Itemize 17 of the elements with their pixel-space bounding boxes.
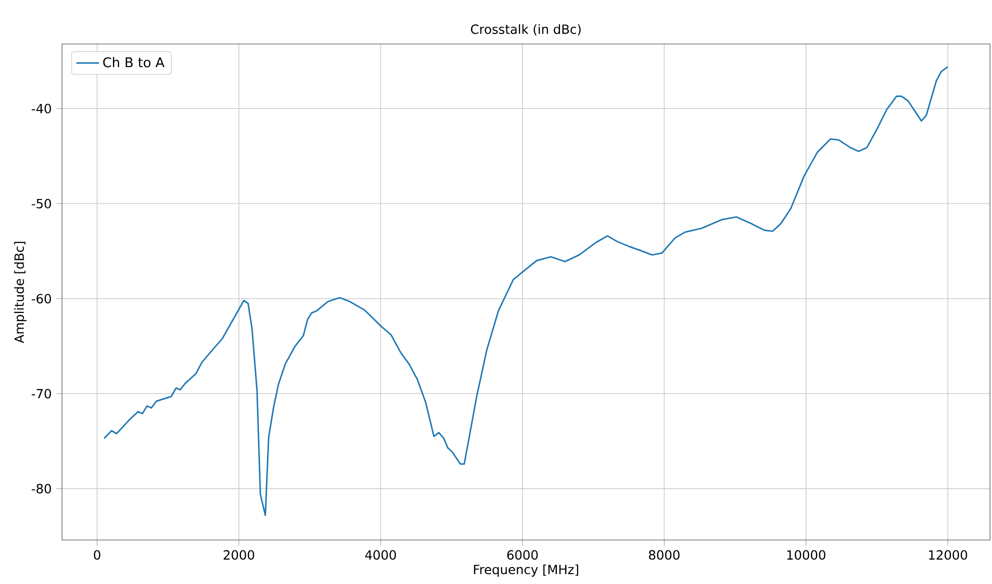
y-axis-title: Amplitude [dBc] (14, 242, 26, 344)
y-tick-label: -50 (32, 198, 51, 208)
x-tick-label: 10000 (787, 550, 826, 560)
y-tick-label: -60 (32, 294, 51, 304)
x-axis-title: Frequency [MHz] (474, 564, 578, 577)
y-tick-label: -40 (32, 104, 51, 114)
x-tick-label: 6000 (507, 550, 538, 560)
x-tick-label: 2000 (224, 550, 254, 560)
line-series (103, 66, 949, 516)
y-tick-label: -70 (32, 388, 51, 398)
chart-title: Crosstalk (in dBc) (470, 24, 581, 36)
legend-label: Ch B to A (103, 57, 164, 68)
x-tick-label: 12000 (929, 550, 968, 560)
y-tick-label: -80 (32, 484, 51, 494)
x-tick-label: 0 (94, 550, 100, 560)
x-tick-label: 8000 (648, 550, 680, 560)
x-tick-label: 4000 (365, 550, 396, 560)
